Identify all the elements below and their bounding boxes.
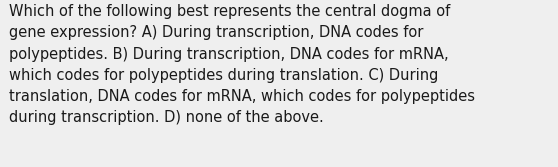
Text: Which of the following best represents the central dogma of
gene expression? A) : Which of the following best represents t… [9, 4, 475, 125]
